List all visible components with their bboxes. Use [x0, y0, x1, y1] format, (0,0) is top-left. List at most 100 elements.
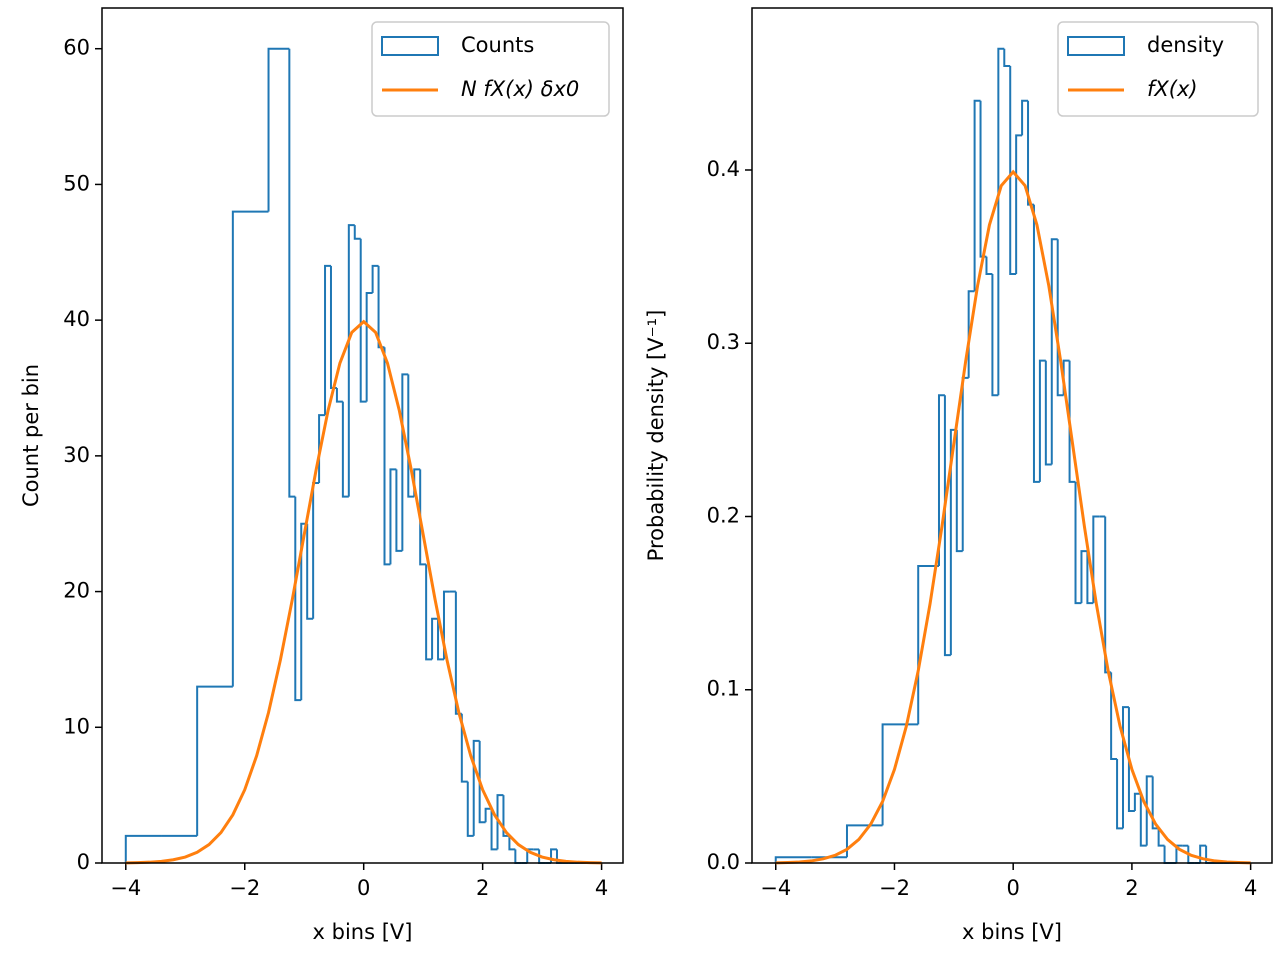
hist-step — [437, 618, 444, 661]
y-tick-label: 30 — [63, 443, 90, 467]
subplot: −4 −2 0 2 4 0.0 0.1 0.2 0.3 0.4 x bins [V] Probabil… — [644, 7, 1273, 944]
x-axis-label: x bins [V] — [962, 920, 1062, 944]
hist-step — [1038, 359, 1046, 482]
hist-step — [365, 292, 373, 402]
hist-step — [1050, 238, 1058, 465]
hist-step — [383, 347, 391, 566]
hist-step — [1163, 845, 1171, 864]
hist-step — [1068, 360, 1076, 483]
hist-step — [973, 99, 981, 292]
y-tick-label: 0.1 — [707, 677, 740, 701]
curve — [775, 169, 1251, 865]
hist-step — [514, 849, 522, 864]
hist-step — [991, 273, 999, 397]
x-tick-label: −2 — [229, 876, 260, 900]
hist-step — [1021, 99, 1029, 136]
hist-step — [774, 856, 812, 863]
hist-step — [985, 256, 993, 275]
hist-step — [881, 723, 919, 826]
hist-step — [1032, 204, 1040, 483]
hist-step — [1122, 706, 1129, 829]
legend-frame — [1057, 21, 1259, 117]
hist-step — [347, 224, 355, 497]
legend-frame — [371, 21, 610, 117]
hist-step — [1151, 776, 1159, 830]
hist-step — [341, 401, 349, 498]
hist-step — [288, 48, 296, 498]
axes-frame — [751, 7, 1273, 864]
hist-step — [961, 376, 969, 552]
x-tick-label: −2 — [879, 876, 910, 900]
hist-step — [466, 781, 474, 837]
hist-step — [353, 225, 361, 240]
legend-label: N fX(x) δx0 — [461, 77, 579, 101]
hist-step — [124, 834, 162, 863]
x-tick-label: 4 — [595, 876, 608, 900]
y-tick-label: 0.4 — [707, 157, 740, 181]
hist-step — [1027, 100, 1034, 206]
hist-step — [425, 564, 433, 661]
hist-step — [460, 713, 468, 783]
hist-step — [1003, 48, 1011, 68]
hist-step — [1009, 66, 1017, 275]
hist-step — [1116, 759, 1123, 830]
axes-frame — [101, 7, 624, 864]
hist-step — [1110, 672, 1118, 761]
y-tick-label: 0 — [77, 850, 90, 874]
hist-step — [1074, 481, 1082, 605]
y-tick-label: 60 — [63, 36, 90, 60]
x-tick-label: 2 — [1125, 876, 1138, 900]
y-tick-label: 20 — [63, 579, 90, 603]
x-tick-label: 2 — [476, 876, 489, 900]
x-tick-label: 0 — [1006, 876, 1019, 900]
hist-step — [442, 590, 450, 660]
hist-step — [1015, 134, 1023, 274]
hist-step — [997, 47, 1005, 396]
hist-step — [395, 469, 403, 552]
legend-swatch — [381, 36, 439, 56]
hist-step — [1044, 360, 1052, 466]
hist-step — [478, 740, 486, 824]
hist-step — [431, 617, 439, 660]
hist-step — [371, 264, 379, 293]
hist-step — [484, 807, 492, 823]
hist-step — [937, 394, 945, 567]
legend-label: Counts — [461, 33, 534, 57]
hist-step — [502, 795, 510, 837]
y-tick-label: 0.2 — [707, 503, 740, 527]
hist-step — [377, 265, 385, 349]
y-axis-label: Count per bin — [19, 364, 43, 507]
legend: Counts N fX(x) δx0 — [371, 21, 610, 117]
hist-step — [943, 395, 951, 657]
y-tick-label: 10 — [63, 714, 90, 738]
hist-step — [1145, 775, 1153, 846]
x-tick-label: 0 — [357, 876, 370, 900]
legend-swatch — [1067, 36, 1125, 56]
legend: density fX(x) — [1057, 21, 1259, 117]
curve — [125, 319, 602, 865]
hist-step — [306, 523, 314, 620]
hist-step — [267, 47, 290, 212]
hist-step — [508, 835, 516, 851]
hist-step — [1092, 515, 1100, 604]
legend-label: density — [1147, 33, 1224, 57]
legend-label: fX(x) — [1147, 77, 1198, 101]
hist-step — [1127, 707, 1135, 813]
hist-step — [1139, 793, 1147, 847]
hist-step — [312, 482, 320, 619]
hist-step — [196, 685, 233, 836]
x-tick-label: 4 — [1244, 876, 1257, 900]
hist-step — [324, 264, 331, 416]
y-tick-label: 50 — [63, 171, 90, 195]
hist-step — [1086, 551, 1094, 605]
hist-step — [389, 468, 397, 565]
hist-step — [979, 100, 987, 258]
hist-step — [496, 794, 504, 850]
hist-step — [1104, 516, 1112, 674]
hist-step — [294, 496, 302, 702]
hist-step — [1133, 792, 1141, 812]
hist-step — [955, 429, 963, 553]
hist-step — [359, 238, 367, 403]
y-tick-label: 0.3 — [707, 330, 740, 354]
